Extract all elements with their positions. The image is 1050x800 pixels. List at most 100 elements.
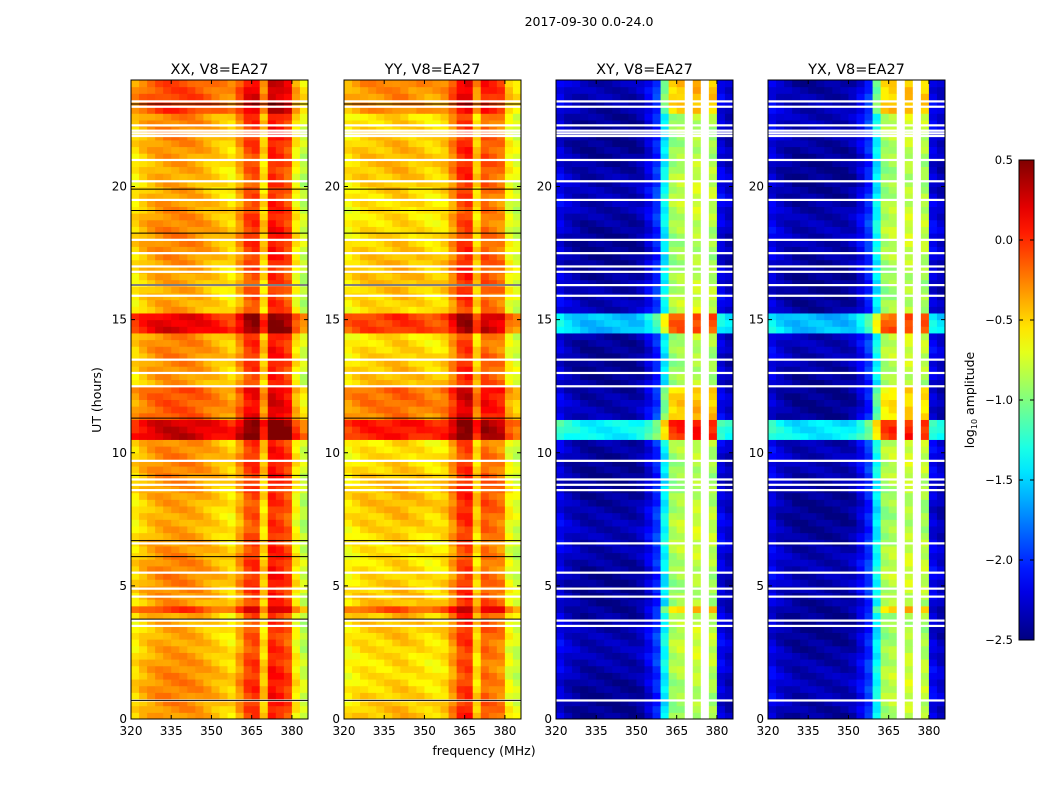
heatmap-cell bbox=[267, 86, 277, 94]
heatmap-cell bbox=[155, 359, 164, 367]
heatmap-cell bbox=[299, 572, 309, 580]
heatmap-cell bbox=[360, 652, 369, 660]
heatmap-cell bbox=[291, 712, 301, 720]
heatmap-cell bbox=[456, 659, 466, 667]
heatmap-cell bbox=[344, 193, 353, 201]
heatmap-cell bbox=[700, 599, 710, 607]
heatmap-cell bbox=[259, 119, 269, 128]
heatmap-cell bbox=[131, 306, 140, 314]
heatmap-cell bbox=[219, 173, 229, 181]
heatmap-cell bbox=[275, 146, 285, 154]
heatmap-cell bbox=[512, 372, 522, 381]
heatmap-cell bbox=[408, 159, 417, 168]
heatmap-cell bbox=[392, 106, 401, 114]
heatmap-cell bbox=[259, 346, 269, 354]
heatmap-cell bbox=[424, 412, 433, 420]
heatmap-cell bbox=[480, 679, 490, 687]
heatmap-cell bbox=[243, 659, 253, 667]
heatmap-cell bbox=[203, 246, 212, 254]
heatmap-cell bbox=[259, 139, 269, 148]
heatmap-cell bbox=[243, 559, 253, 567]
heatmap-cell bbox=[275, 186, 285, 194]
heatmap-cell bbox=[496, 319, 506, 327]
heatmap-cell bbox=[368, 519, 377, 527]
heatmap-cell bbox=[424, 213, 433, 221]
heatmap-cell bbox=[676, 532, 686, 540]
heatmap-cell bbox=[392, 312, 401, 321]
heatmap-cell bbox=[440, 632, 450, 640]
heatmap-cell bbox=[684, 692, 694, 700]
heatmap-cell bbox=[195, 625, 204, 633]
heatmap-cell bbox=[432, 525, 442, 534]
heatmap-cell bbox=[368, 545, 377, 554]
heatmap-cell bbox=[227, 186, 237, 194]
heatmap-cell bbox=[299, 226, 309, 234]
heatmap-cell bbox=[195, 639, 204, 647]
heatmap-cell bbox=[408, 565, 417, 574]
heatmap-cell bbox=[155, 339, 164, 347]
heatmap-cell bbox=[227, 226, 237, 234]
heatmap-cell bbox=[448, 106, 458, 114]
heatmap-cell bbox=[352, 446, 361, 454]
heatmap-cell bbox=[676, 625, 686, 633]
heatmap-cell bbox=[267, 525, 277, 534]
heatmap-cell bbox=[376, 392, 385, 400]
heatmap-cell bbox=[408, 659, 417, 667]
flagged-row bbox=[344, 294, 521, 297]
heatmap-cell bbox=[440, 106, 450, 114]
heatmap-cell bbox=[155, 312, 164, 321]
heatmap-cell bbox=[472, 246, 482, 254]
heatmap-cell bbox=[131, 179, 140, 187]
heatmap-cell bbox=[251, 399, 261, 407]
heatmap-cell bbox=[440, 226, 450, 234]
heatmap-cell bbox=[512, 645, 522, 653]
heatmap-cell bbox=[243, 312, 253, 321]
heatmap-cell bbox=[187, 466, 196, 474]
heatmap-cell bbox=[512, 705, 522, 713]
heatmap-cell bbox=[376, 186, 385, 194]
heatmap-cell bbox=[392, 559, 401, 567]
heatmap-cell bbox=[376, 439, 385, 447]
heatmap-cell bbox=[163, 612, 172, 620]
heatmap-cell bbox=[440, 452, 450, 460]
heatmap-cell bbox=[139, 332, 148, 341]
heatmap-cell bbox=[416, 459, 425, 467]
heatmap-cell bbox=[299, 153, 309, 161]
heatmap-cell bbox=[480, 153, 490, 161]
heatmap-cell bbox=[299, 559, 309, 567]
heatmap-cell bbox=[259, 632, 269, 640]
heatmap-cell bbox=[155, 80, 164, 88]
heatmap-cell bbox=[604, 659, 613, 667]
heatmap-cell bbox=[480, 146, 490, 154]
heatmap-cell bbox=[155, 253, 164, 261]
heatmap-cell bbox=[163, 466, 172, 474]
heatmap-cell bbox=[480, 266, 490, 274]
heatmap-cell bbox=[171, 213, 180, 221]
heatmap-cell bbox=[368, 392, 377, 400]
heatmap-cell bbox=[432, 612, 442, 620]
heatmap-cell bbox=[283, 246, 293, 254]
heatmap-cell bbox=[227, 705, 237, 713]
heatmap-cell bbox=[299, 545, 309, 554]
heatmap-cell bbox=[572, 659, 581, 667]
heatmap-cell bbox=[139, 173, 148, 181]
heatmap-cell bbox=[291, 186, 301, 194]
heatmap-cell bbox=[424, 659, 433, 667]
heatmap-cell bbox=[360, 286, 369, 294]
heatmap-cell bbox=[360, 605, 369, 613]
heatmap-cell bbox=[676, 652, 686, 660]
heatmap-cell bbox=[195, 312, 204, 321]
heatmap-cell bbox=[203, 306, 212, 314]
heatmap-cell bbox=[496, 519, 506, 527]
heatmap-cell bbox=[588, 532, 597, 540]
heatmap-cell bbox=[227, 579, 237, 587]
heatmap-cell bbox=[163, 565, 172, 574]
heatmap-cell bbox=[275, 699, 285, 707]
heatmap-cell bbox=[187, 179, 196, 187]
heatmap-cell bbox=[440, 312, 450, 321]
heatmap-cell bbox=[620, 532, 629, 540]
heatmap-cell bbox=[392, 639, 401, 647]
heatmap-cell bbox=[251, 179, 261, 187]
heatmap-cell bbox=[416, 279, 425, 287]
heatmap-cell bbox=[456, 579, 466, 587]
